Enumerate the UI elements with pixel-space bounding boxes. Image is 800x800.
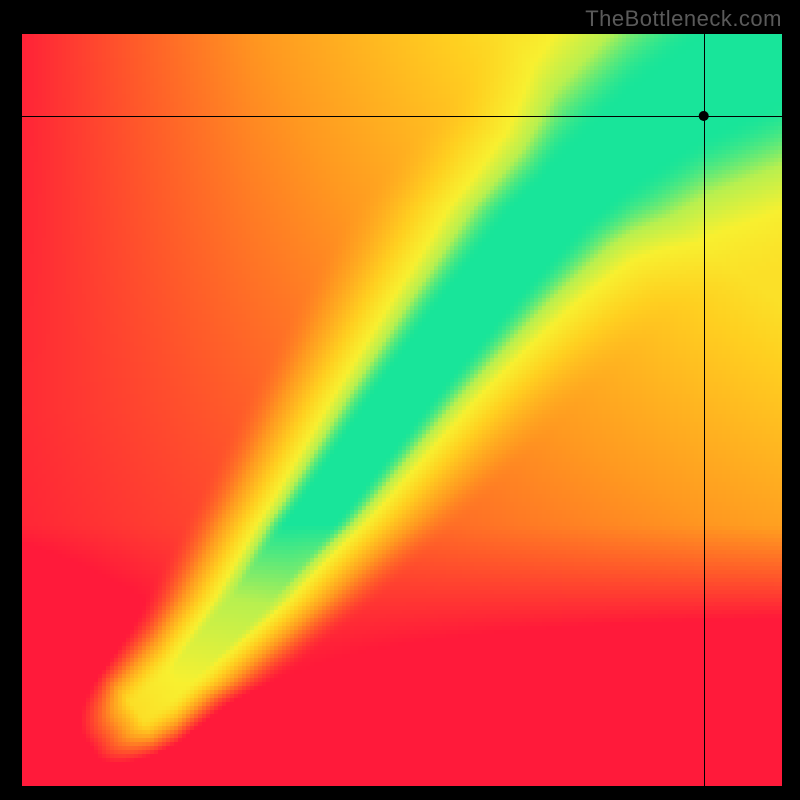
watermark-text: TheBottleneck.com <box>585 6 782 32</box>
chart-container: TheBottleneck.com <box>0 0 800 800</box>
bottleneck-heatmap <box>0 0 800 800</box>
